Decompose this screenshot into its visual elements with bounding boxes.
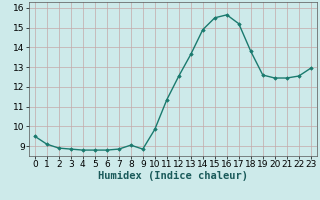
X-axis label: Humidex (Indice chaleur): Humidex (Indice chaleur)	[98, 171, 248, 181]
